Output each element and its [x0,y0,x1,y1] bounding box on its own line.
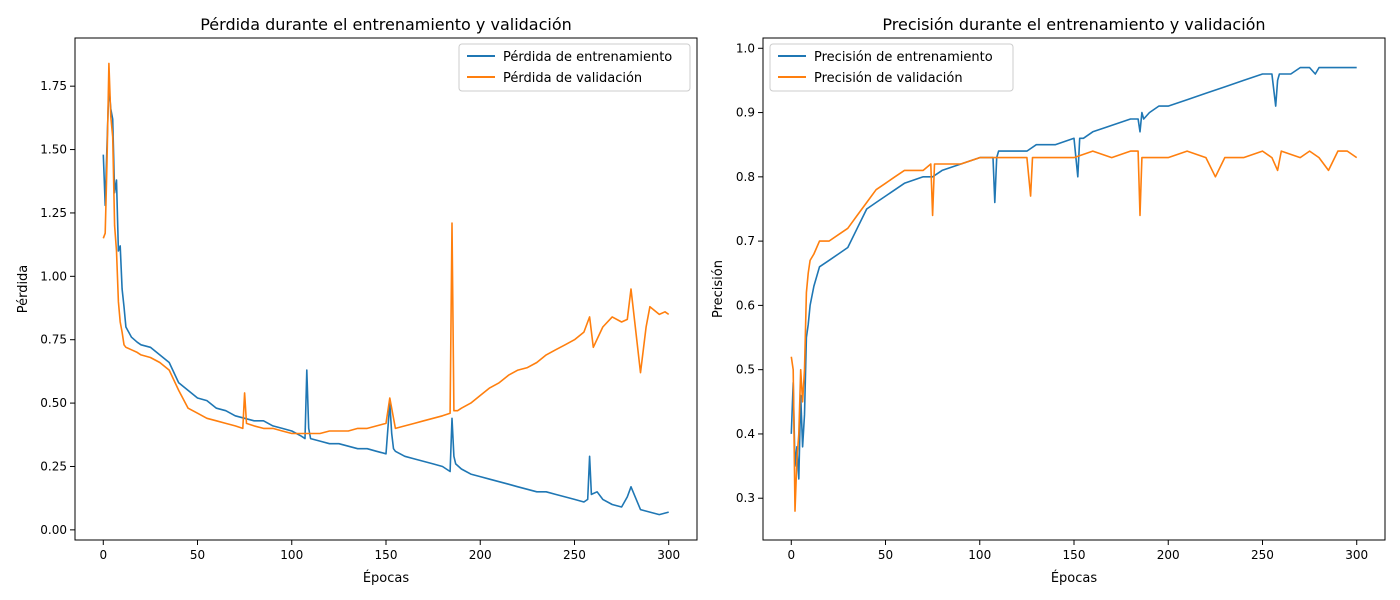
accuracy-chart-title: Precisión durante el entrenamiento y val… [882,15,1265,34]
loss-legend-label-val: Pérdida de validación [503,71,642,86]
accuracy-y-tick-label: 0.6 [736,298,755,312]
loss-legend: Pérdida de entrenamiento Pérdida de vali… [458,43,691,92]
loss-x-tick-label: 0 [99,548,107,562]
accuracy-y-tick-label: 0.3 [736,491,755,505]
loss-training-line [102,85,669,516]
accuracy-y-tick-label: 0.5 [736,363,755,377]
accuracy-x-tick-label: 300 [1345,548,1368,562]
loss-x-tick-label: 200 [469,548,492,562]
loss-x-tick-label: 300 [657,548,680,562]
accuracy-training-line [790,66,1357,480]
accuracy-x-axis-label: Épocas [1051,570,1098,586]
accuracy-y-tick-label: 0.7 [736,234,755,248]
accuracy-x-tick-label: 250 [1251,548,1274,562]
loss-y-tick-label: 0.75 [40,333,67,347]
accuracy-x-tick-label: 150 [1063,548,1086,562]
loss-ticks: 0 50 100 150 200 250 300 0.00 0.25 0.50 0.75 1.00 1.… [40,79,680,562]
accuracy-ticks: 0 50 100 150 200 250 300 0.3 0.4 0.5 0.6 0.7 0.8 0.9 1… [736,41,1368,562]
accuracy-legend-label-val: Precisión de validación [814,71,963,86]
accuracy-x-tick-label: 50 [878,548,893,562]
accuracy-x-tick-label: 0 [787,548,795,562]
loss-chart-title: Pérdida durante el entrenamiento y valid… [200,15,572,34]
loss-x-tick-label: 150 [375,548,398,562]
accuracy-plot-area [762,37,1386,541]
loss-y-tick-label: 0.50 [40,396,67,410]
loss-x-tick-label: 50 [190,548,205,562]
loss-y-tick-label: 1.00 [40,269,67,283]
loss-validation-line [102,62,670,435]
accuracy-x-tick-label: 200 [1157,548,1180,562]
accuracy-legend-label-train: Precisión de entrenamiento [814,50,993,65]
loss-x-tick-label: 100 [280,548,303,562]
accuracy-y-tick-label: 0.8 [736,170,755,184]
accuracy-y-tick-label: 1.0 [736,41,755,55]
loss-plot-area [74,37,698,541]
loss-y-tick-label: 1.75 [40,79,67,93]
loss-y-tick-label: 0.25 [40,459,67,473]
loss-chart: Pérdida durante el entrenamiento y valid… [16,15,698,586]
accuracy-y-tick-label: 0.4 [736,427,755,441]
loss-y-axis-label: Pérdida [16,265,31,314]
accuracy-legend: Precisión de entrenamiento Precisión de … [769,43,1014,92]
accuracy-validation-line [790,150,1358,512]
accuracy-series-lines [790,66,1358,512]
loss-y-tick-label: 1.50 [40,143,67,157]
loss-series-lines [102,62,670,516]
accuracy-y-tick-label: 0.9 [736,106,755,120]
loss-y-tick-label: 1.25 [40,206,67,220]
accuracy-chart: Precisión durante el entrenamiento y val… [711,15,1386,586]
loss-legend-box [458,43,691,92]
loss-legend-label-train: Pérdida de entrenamiento [503,50,672,65]
loss-x-axis-label: Épocas [363,570,410,586]
accuracy-x-tick-label: 100 [968,548,991,562]
loss-x-tick-label: 250 [563,548,586,562]
loss-y-tick-label: 0.00 [40,523,67,537]
accuracy-y-axis-label: Precisión [711,260,726,318]
accuracy-legend-box [769,43,1014,92]
